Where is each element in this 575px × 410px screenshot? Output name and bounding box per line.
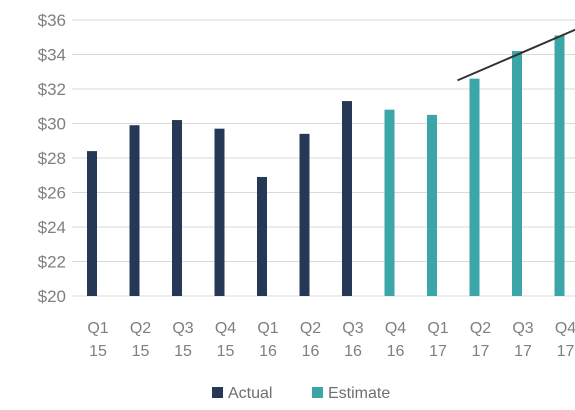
bar-actual-4 [257,176,267,296]
x-tick-quarter: Q3 [512,320,533,337]
x-tick-year: 16 [302,343,320,360]
y-tick-label: $34 [38,46,66,65]
bar-actual-6 [342,101,352,296]
y-tick-label: $24 [38,218,66,237]
y-tick-label: $28 [38,149,66,168]
y-tick-label: $36 [38,11,66,30]
bar-actual-5 [299,133,310,296]
bar-estimate-7 [384,109,395,296]
x-tick-year: 17 [429,343,447,360]
x-tick-year: 15 [217,343,235,360]
x-tick-quarter: Q1 [257,320,278,337]
x-axis-ticks: Q115Q215Q315Q415Q116Q216Q316Q416Q117Q217… [87,320,575,360]
x-tick-quarter: Q4 [385,320,406,337]
bar-estimate-8 [427,114,437,296]
x-tick-quarter: Q3 [342,320,363,337]
x-tick-year: 16 [259,343,277,360]
legend-swatch [312,387,323,398]
bar-estimate-10 [512,51,522,296]
legend-item-estimate: Estimate [312,385,390,402]
bars [87,35,565,297]
x-tick-quarter: Q2 [130,320,151,337]
x-tick-quarter: Q2 [470,320,491,337]
bar-estimate-9 [469,78,480,297]
x-tick-quarter: Q1 [427,320,448,337]
legend-swatch [212,387,223,398]
y-tick-label: $22 [38,253,66,272]
legend-label: Actual [228,385,272,402]
x-tick-year: 16 [344,343,362,360]
legend: Actual Estimate [212,385,390,402]
bar-actual-2 [172,120,182,296]
x-tick-quarter: Q1 [87,320,108,337]
x-tick-quarter: Q3 [172,320,193,337]
y-tick-label: $30 [38,115,66,134]
gridlines [72,19,575,297]
bar-actual-1 [129,125,140,296]
x-tick-year: 15 [132,343,150,360]
x-tick-year: 17 [557,343,575,360]
bar-estimate-11 [554,35,565,297]
legend-item-actual: Actual [212,385,272,402]
y-tick-label: $26 [38,184,66,203]
x-tick-quarter: Q2 [300,320,321,337]
x-tick-year: 15 [174,343,192,360]
bar-actual-0 [87,151,97,296]
bar-actual-3 [214,128,225,296]
x-tick-year: 17 [514,343,532,360]
x-tick-quarter: Q4 [555,320,575,337]
x-tick-quarter: Q4 [215,320,236,337]
x-tick-year: 16 [387,343,405,360]
x-tick-year: 17 [472,343,490,360]
y-axis-ticks: $20 $22 $24 $26 $28 $30 $32 $34 $36 [38,11,66,306]
legend-label: Estimate [328,385,390,402]
y-tick-label: $32 [38,80,66,99]
annotations [457,28,575,82]
x-tick-year: 15 [89,343,107,360]
y-tick-label: $20 [38,287,66,306]
trend-arrow [457,28,575,82]
